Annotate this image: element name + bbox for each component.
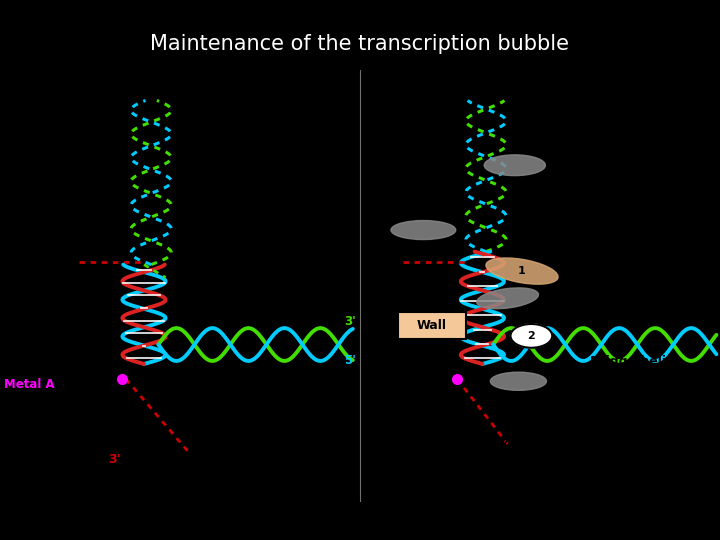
- Ellipse shape: [510, 324, 552, 348]
- Text: A: A: [11, 87, 24, 105]
- Text: Bridge helix: Bridge helix: [550, 355, 675, 380]
- Text: Pore 1: Pore 1: [382, 407, 427, 420]
- Text: Wall: Wall: [417, 319, 447, 332]
- Text: B: B: [367, 87, 381, 105]
- Ellipse shape: [490, 372, 546, 390]
- Text: 3': 3': [108, 453, 121, 467]
- FancyBboxPatch shape: [398, 312, 466, 339]
- Text: 1: 1: [518, 266, 526, 276]
- Text: Rudder: Rudder: [534, 177, 642, 204]
- Text: Lid: Lid: [390, 200, 424, 219]
- Text: Fork loops: Fork loops: [557, 252, 663, 279]
- Text: (backtracking): (backtracking): [158, 470, 256, 484]
- Text: Maintenance of the transcription bubble: Maintenance of the transcription bubble: [150, 33, 570, 53]
- Ellipse shape: [391, 220, 456, 240]
- Text: RNA exit: RNA exit: [158, 449, 216, 462]
- Text: Funnel: Funnel: [540, 457, 587, 470]
- Ellipse shape: [477, 288, 539, 309]
- Text: Zipper: Zipper: [549, 118, 636, 158]
- Text: Pol II: Pol II: [196, 166, 231, 179]
- Text: RNA: RNA: [4, 244, 32, 257]
- Text: Hybrid: Hybrid: [4, 319, 48, 333]
- Text: 2: 2: [528, 331, 535, 341]
- Text: Upstream DNA: Upstream DNA: [187, 107, 290, 121]
- Text: Metal A: Metal A: [4, 377, 54, 391]
- Text: 3': 3': [344, 315, 356, 328]
- Text: Downstream DNA: Downstream DNA: [209, 276, 332, 289]
- Text: exit: exit: [4, 261, 29, 274]
- Text: 5': 5': [344, 354, 356, 367]
- Ellipse shape: [485, 155, 546, 176]
- Ellipse shape: [486, 258, 558, 284]
